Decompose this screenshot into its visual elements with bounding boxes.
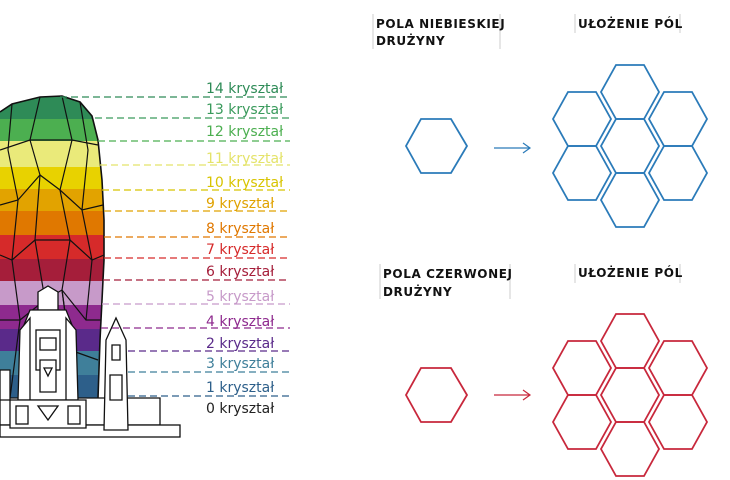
red-single-hex	[404, 367, 469, 423]
blue-hex-cluster	[551, 64, 709, 228]
red-arrow	[494, 389, 532, 401]
blue-arrow	[494, 142, 532, 154]
level-label-10: 10 kryształ	[206, 175, 283, 191]
level-label-6: 6 kryształ	[206, 264, 274, 280]
level-label-1: 1 kryształ	[206, 380, 274, 396]
level-label-9: 9 kryształ	[206, 196, 274, 212]
red-fields-title-line2: DRUŻYNY	[383, 284, 452, 299]
blue-layout-title: UŁOŻENIE PÓL	[578, 16, 683, 31]
level-label-12: 12 kryształ	[206, 124, 283, 140]
level-label-2: 2 kryształ	[206, 336, 274, 352]
band-10	[0, 167, 104, 189]
level-label-7: 7 kryształ	[206, 242, 274, 258]
blue-team-panel: POLA NIEBIESKIEJ DRUŻYNY UŁOŻENIE PÓL	[372, 14, 709, 228]
blue-single-hex	[404, 118, 469, 174]
level-labels: 14 kryształ 13 kryształ 12 kryształ 11 k…	[206, 81, 283, 417]
red-fields-title-line1: POLA CZERWONEJ	[383, 267, 513, 281]
red-team-panel: POLA CZERWONEJ DRUŻYNY UŁOŻENIE PÓL	[379, 264, 709, 477]
level-label-0: 0 kryształ	[206, 401, 274, 417]
blue-fields-title-line2: DRUŻYNY	[376, 33, 445, 48]
level-label-5: 5 kryształ	[206, 289, 274, 305]
level-lines	[60, 96, 290, 397]
band-14	[0, 96, 104, 119]
red-hex-cluster	[551, 313, 709, 477]
band-6	[0, 259, 104, 281]
level-label-14: 14 kryształ	[206, 81, 283, 97]
level-label-13: 13 kryształ	[206, 102, 283, 118]
band-12	[0, 119, 104, 141]
blue-fields-title-line1: POLA NIEBIESKIEJ	[376, 17, 505, 31]
red-layout-title: UŁOŻENIE PÓL	[578, 265, 683, 280]
band-9	[0, 189, 104, 211]
tower-line-art	[0, 285, 181, 438]
level-label-8: 8 kryształ	[206, 221, 274, 237]
level-label-3: 3 kryształ	[206, 356, 274, 372]
level-label-11: 11 kryształ	[206, 151, 283, 167]
level-label-4: 4 kryształ	[206, 314, 274, 330]
